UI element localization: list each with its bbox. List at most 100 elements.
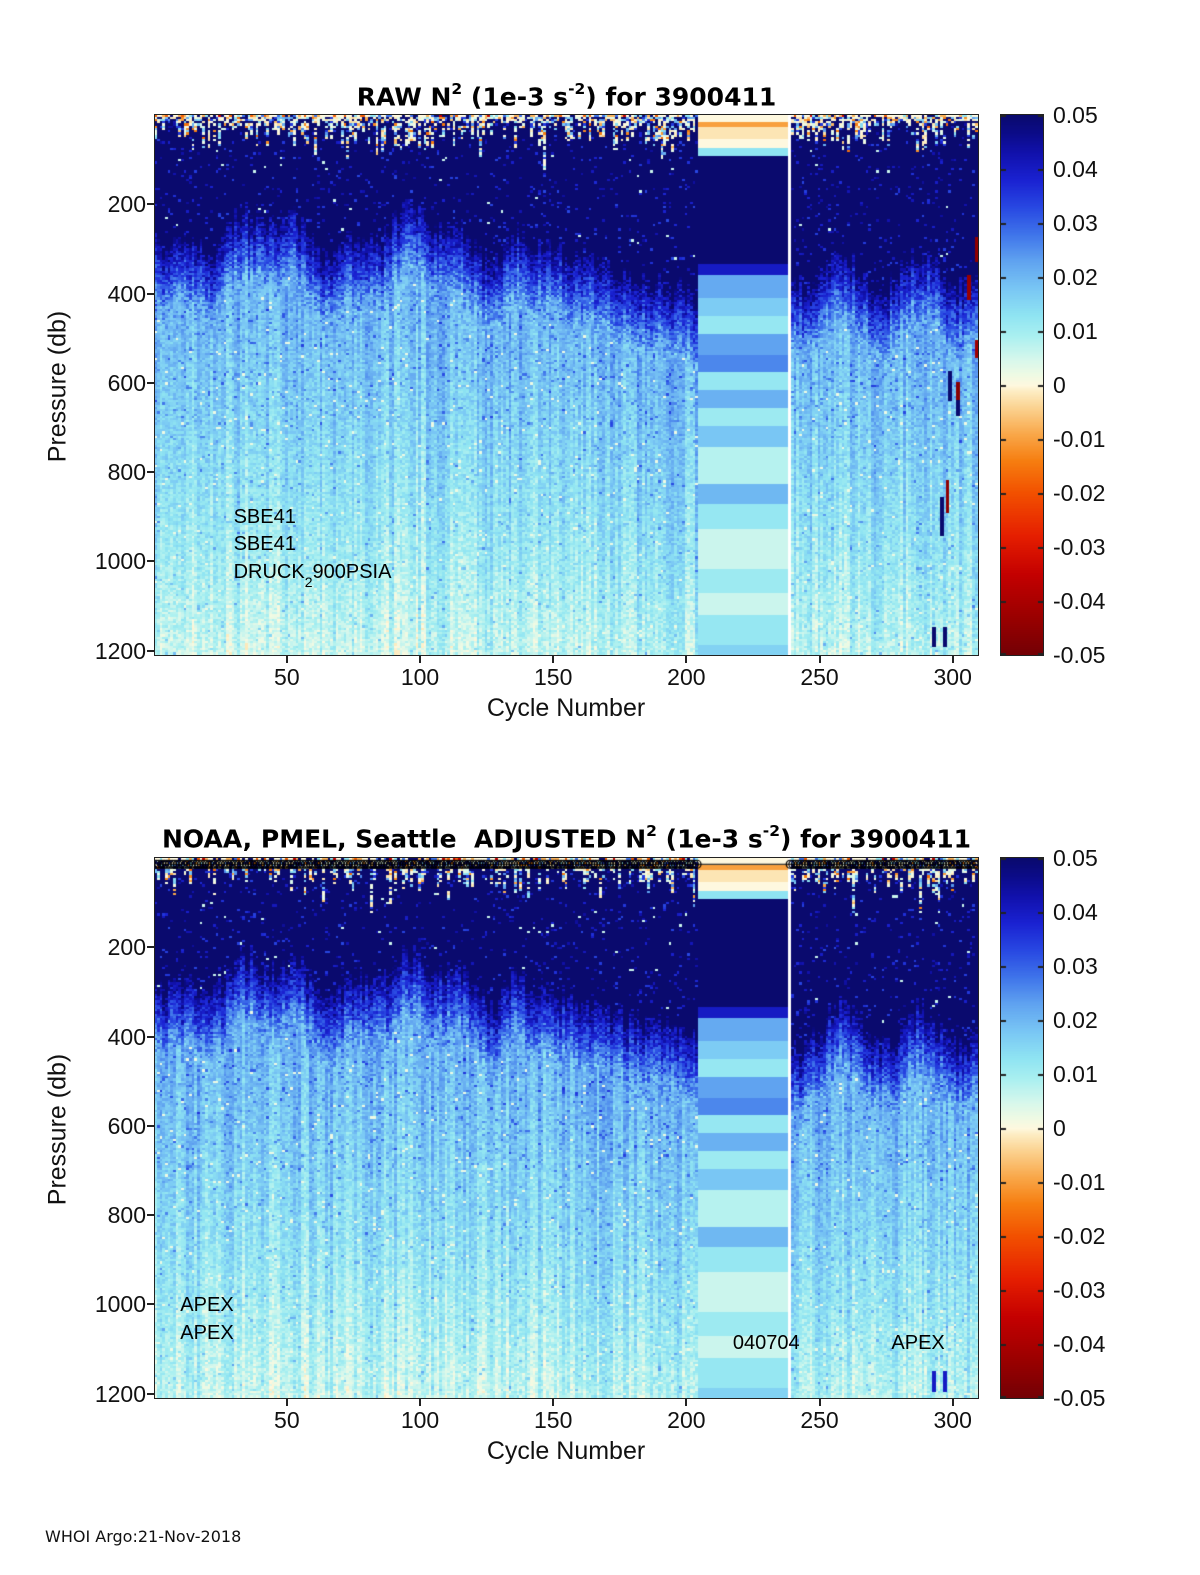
colorbar-tick-label: -0.03 <box>1053 534 1106 560</box>
heatmap-raw <box>154 114 979 656</box>
x-tick-mark <box>951 656 954 663</box>
colorbar-tick-label: -0.04 <box>1053 588 1106 614</box>
y-tick-mark <box>147 1214 154 1217</box>
superscript-text: 2 <box>451 79 463 98</box>
y-tick-label: 600 <box>107 1112 146 1139</box>
plot-annotation: DRUCK2900PSIA <box>234 559 392 591</box>
y-tick-label: 600 <box>107 369 146 396</box>
colorbar-tick-label: 0.01 <box>1053 1061 1098 1087</box>
x-tick-label: 50 <box>274 1407 300 1433</box>
x-tick-label: 200 <box>667 1407 706 1433</box>
y-tick-mark <box>147 1303 154 1306</box>
x-tick-label: 300 <box>933 1407 972 1433</box>
x-axis-label-raw: Cycle Number <box>486 694 646 722</box>
text-segment: SBE41 <box>233 533 296 556</box>
x-axis-label-adjusted: Cycle Number <box>486 1437 646 1465</box>
x-tick-mark <box>685 1399 688 1406</box>
plot-annotation: APEX <box>891 1330 944 1356</box>
y-axis-label-raw: Pressure (db) <box>43 310 72 463</box>
y-tick-mark <box>147 1124 154 1127</box>
colorbar-tick-label: -0.05 <box>1053 1385 1106 1411</box>
y-tick-mark <box>147 1392 154 1395</box>
colorbar-tick-label: -0.05 <box>1053 642 1106 668</box>
x-tick-label: 100 <box>400 1407 440 1433</box>
x-tick-mark <box>552 1399 555 1406</box>
text-segment: APEX <box>891 1332 945 1355</box>
y-tick-mark <box>147 471 154 474</box>
plot-annotation: SBE41 <box>234 531 296 557</box>
superscript-text: 2 <box>646 821 657 840</box>
text-segment: (1e-3 s <box>656 824 763 854</box>
y-tick-label: 1200 <box>94 1380 146 1407</box>
panel-title-raw: RAW N2 (1e-3 s-2) for 3900411 <box>0 79 1133 112</box>
panel-title-adjusted: NOAA, PMEL, Seattle ADJUSTED N2 (1e-3 s-… <box>0 821 1133 854</box>
colorbar-raw <box>1000 114 1044 656</box>
y-axis-label-adjusted: Pressure (db) <box>43 1053 72 1206</box>
x-tick-mark <box>818 1399 821 1406</box>
y-tick-mark <box>147 203 154 206</box>
text-segment: ) for 3900411 <box>585 82 777 112</box>
x-tick-mark <box>685 656 688 663</box>
x-tick-label: 250 <box>800 1407 839 1433</box>
x-tick-label: 300 <box>933 664 972 690</box>
y-tick-label: 800 <box>107 459 146 486</box>
plot-annotation: SBE41 <box>234 504 296 530</box>
y-tick-mark <box>147 946 154 949</box>
colorbar-adjusted <box>1000 857 1044 1399</box>
x-tick-mark <box>419 656 421 663</box>
text-segment: (1e-3 s <box>462 82 569 112</box>
superscript-text: -2 <box>762 821 781 840</box>
y-tick-label: 400 <box>107 1023 146 1050</box>
heatmap-adjusted <box>154 857 979 1399</box>
colorbar-tick-label: -0.01 <box>1053 426 1106 452</box>
colorbar-tick-label: 0.05 <box>1053 845 1098 871</box>
text-segment: RAW N <box>356 82 452 112</box>
y-tick-mark <box>147 381 154 384</box>
x-tick-mark <box>285 1399 288 1406</box>
colorbar-tick-label: -0.02 <box>1053 480 1106 506</box>
credit-footer: WHOI Argo:21-Nov-2018 <box>45 1527 242 1546</box>
x-tick-mark <box>951 1399 954 1406</box>
subscript-text: 2 <box>304 574 313 591</box>
text-segment: APEX <box>180 1294 234 1317</box>
text-segment: NOAA, PMEL, Seattle ADJUSTED N <box>162 824 647 854</box>
colorbar-tick-label: 0 <box>1053 372 1066 398</box>
x-tick-label: 150 <box>533 1407 573 1433</box>
x-tick-mark <box>818 656 821 663</box>
plot-annotation: 040704 <box>733 1330 800 1356</box>
colorbar-tick-label: 0.03 <box>1053 953 1098 979</box>
colorbar-tick-label: -0.03 <box>1053 1277 1106 1303</box>
y-tick-mark <box>147 560 154 563</box>
x-tick-label: 250 <box>800 664 839 690</box>
colorbar-tick-label: 0.02 <box>1053 1007 1098 1033</box>
y-tick-label: 1200 <box>94 637 146 664</box>
y-tick-label: 200 <box>107 191 146 218</box>
text-segment: SBE41 <box>233 505 296 528</box>
x-tick-mark <box>285 656 288 663</box>
y-tick-label: 200 <box>107 934 146 961</box>
y-tick-mark <box>147 292 154 295</box>
x-tick-label: 200 <box>667 664 706 690</box>
colorbar-tick-label: -0.04 <box>1053 1331 1106 1357</box>
y-tick-mark <box>147 1035 154 1038</box>
y-tick-mark <box>147 649 154 652</box>
text-segment: APEX <box>180 1321 234 1344</box>
x-tick-mark <box>552 656 555 663</box>
text-segment: 900PSIA <box>312 560 392 583</box>
x-tick-label: 50 <box>274 664 300 690</box>
x-tick-label: 100 <box>400 664 440 690</box>
text-segment: ) for 3900411 <box>780 824 971 854</box>
colorbar-tick-label: -0.02 <box>1053 1223 1106 1249</box>
plot-annotation: APEX <box>180 1292 233 1318</box>
colorbar-tick-label: 0 <box>1053 1115 1066 1141</box>
superscript-text: -2 <box>568 79 586 98</box>
y-tick-label: 1000 <box>94 1291 146 1318</box>
colorbar-tick-label: 0.03 <box>1053 210 1098 236</box>
x-tick-mark <box>419 1399 421 1406</box>
x-tick-label: 150 <box>533 664 573 690</box>
text-segment: DRUCK <box>233 560 305 583</box>
y-tick-label: 1000 <box>94 548 146 575</box>
colorbar-tick-label: 0.04 <box>1053 156 1098 182</box>
colorbar-tick-label: 0.01 <box>1053 318 1098 344</box>
